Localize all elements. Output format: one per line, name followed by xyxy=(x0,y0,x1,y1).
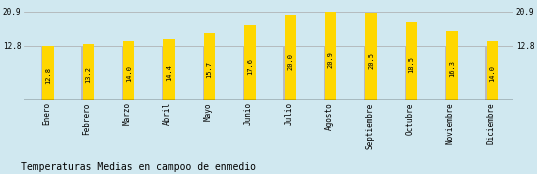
Bar xyxy=(122,46,129,100)
Bar xyxy=(485,46,493,100)
Bar xyxy=(83,44,94,100)
Bar xyxy=(42,46,54,100)
Bar xyxy=(406,22,417,100)
Bar xyxy=(202,46,210,100)
Bar xyxy=(445,46,452,100)
Bar xyxy=(243,46,250,100)
Text: 20.5: 20.5 xyxy=(368,52,374,69)
Bar xyxy=(405,46,412,100)
Bar xyxy=(364,46,372,100)
Bar xyxy=(325,12,336,100)
Text: 14.0: 14.0 xyxy=(126,65,132,82)
Text: 12.8: 12.8 xyxy=(45,67,51,84)
Bar xyxy=(285,15,296,100)
Bar xyxy=(123,41,134,100)
Bar xyxy=(204,33,215,100)
Text: 18.5: 18.5 xyxy=(409,56,415,73)
Bar xyxy=(244,25,256,100)
Text: 20.0: 20.0 xyxy=(287,53,293,70)
Text: 20.9: 20.9 xyxy=(328,52,333,69)
Text: 14.0: 14.0 xyxy=(489,65,495,82)
Bar xyxy=(324,46,331,100)
Text: 15.7: 15.7 xyxy=(207,61,213,78)
Text: Temperaturas Medias en campoo de enmedio: Temperaturas Medias en campoo de enmedio xyxy=(21,162,257,172)
Bar xyxy=(162,46,170,100)
Text: 13.2: 13.2 xyxy=(85,66,91,83)
Bar xyxy=(446,31,458,100)
Text: 14.4: 14.4 xyxy=(166,64,172,81)
Bar xyxy=(82,46,89,100)
Bar xyxy=(366,13,377,100)
Bar xyxy=(284,46,291,100)
Bar xyxy=(41,46,48,100)
Text: 16.3: 16.3 xyxy=(449,60,455,77)
Bar xyxy=(487,41,498,100)
Bar xyxy=(163,39,175,100)
Text: 17.6: 17.6 xyxy=(247,58,253,75)
